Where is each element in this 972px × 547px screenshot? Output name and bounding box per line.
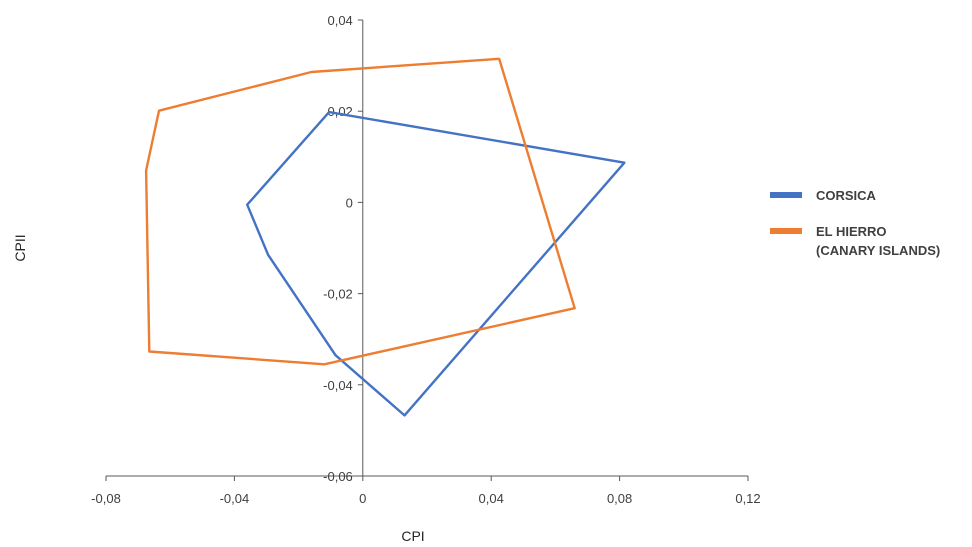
x-axis-title: CPI bbox=[401, 528, 424, 544]
y-tick-label: -0,02 bbox=[323, 287, 353, 302]
legend-label-corsica: CORSICA bbox=[816, 188, 876, 203]
x-tick-label: 0 bbox=[359, 491, 366, 506]
x-tick-label: 0,08 bbox=[607, 491, 632, 506]
x-ticks: -0,08 -0,04 0 0,04 0,08 0,12 bbox=[91, 476, 761, 506]
y-tick-label: 0 bbox=[346, 195, 353, 210]
legend-swatch-el-hierro bbox=[770, 228, 802, 234]
y-tick-label: 0,04 bbox=[327, 13, 352, 28]
legend-item-el-hierro: EL HIERRO (CANARY ISLANDS) bbox=[770, 222, 940, 260]
y-tick-label: -0,06 bbox=[323, 469, 353, 484]
legend-swatch-corsica bbox=[770, 192, 802, 198]
series-line-corsica bbox=[245, 110, 626, 417]
x-tick-label: -0,08 bbox=[91, 491, 121, 506]
y-axis-title: CPII bbox=[12, 234, 28, 261]
x-tick-label: 0,04 bbox=[479, 491, 504, 506]
axes bbox=[106, 20, 748, 477]
legend-item-corsica: CORSICA bbox=[770, 186, 940, 205]
x-tick-label: -0,04 bbox=[220, 491, 250, 506]
legend: CORSICA EL HIERRO (CANARY ISLANDS) bbox=[770, 186, 940, 277]
series-line-el-hierro bbox=[144, 57, 576, 366]
y-tick-label: -0,04 bbox=[323, 378, 353, 393]
x-tick-label: 0,12 bbox=[735, 491, 760, 506]
legend-label-el-hierro: EL HIERRO (CANARY ISLANDS) bbox=[816, 224, 941, 258]
series-layer bbox=[144, 57, 626, 417]
